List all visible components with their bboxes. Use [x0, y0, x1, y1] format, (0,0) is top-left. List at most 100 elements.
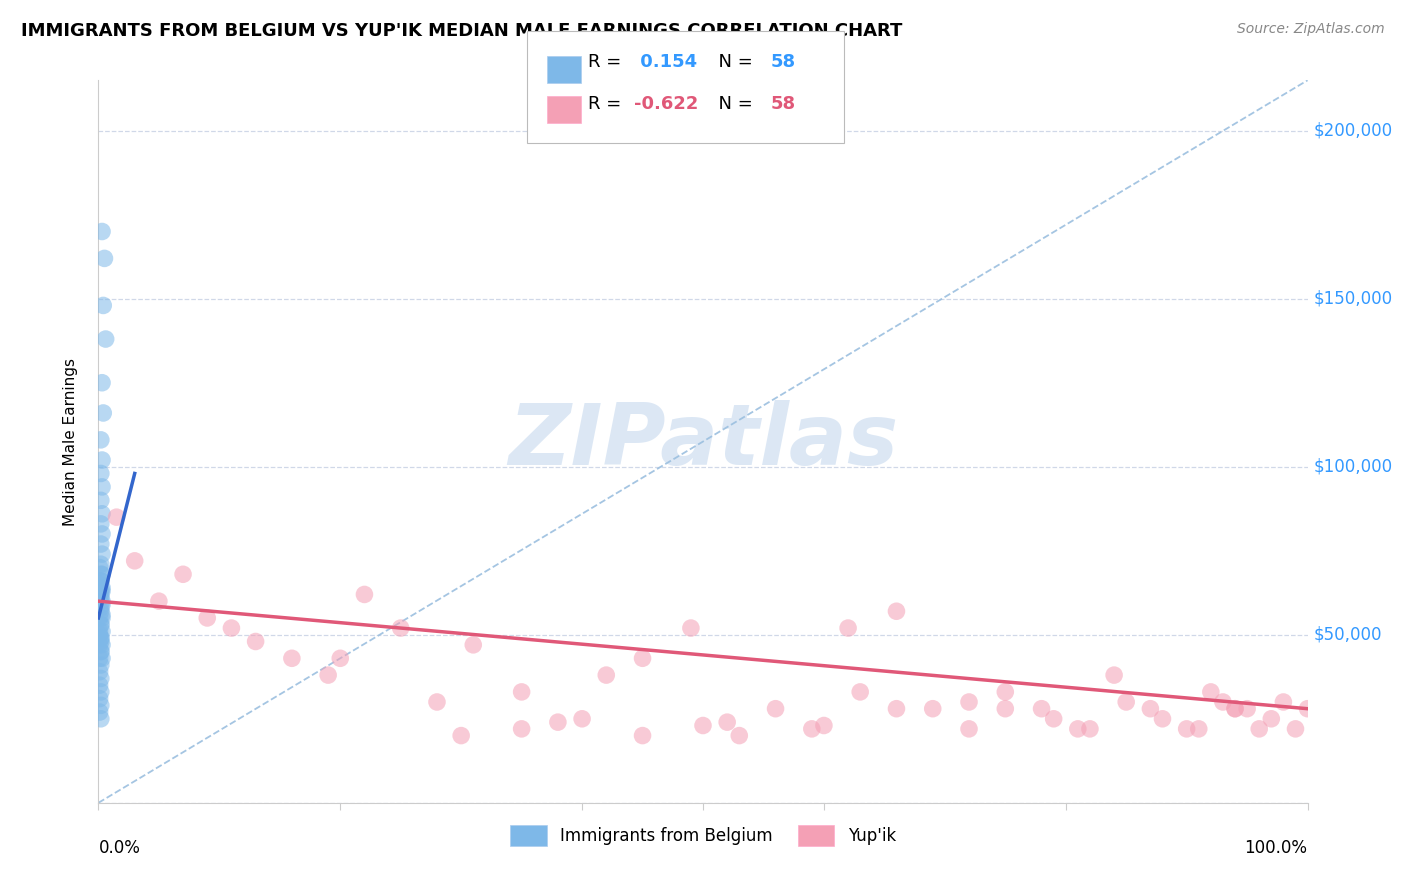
Point: [90, 591, 112, 605]
Point: [353, 587, 375, 601]
Point: [547, 715, 569, 730]
Point: [994, 685, 1017, 699]
Text: R =: R =: [588, 95, 627, 113]
Point: [1031, 702, 1053, 716]
Text: N =: N =: [707, 54, 759, 71]
Point: [813, 718, 835, 732]
Text: $200,000: $200,000: [1313, 121, 1393, 140]
Point: [1067, 722, 1090, 736]
Point: [716, 715, 738, 730]
Point: [90, 600, 112, 615]
Point: [89, 577, 111, 591]
Point: [450, 729, 472, 743]
Point: [91, 567, 114, 582]
Point: [89, 638, 111, 652]
Point: [89, 678, 111, 692]
Point: [90, 712, 112, 726]
Point: [195, 611, 218, 625]
Point: [1212, 695, 1234, 709]
Point: [1284, 722, 1306, 736]
Point: [1078, 722, 1101, 736]
Point: [90, 493, 112, 508]
Point: [91, 624, 114, 639]
Point: [728, 729, 751, 743]
Point: [90, 574, 112, 588]
Text: 100.0%: 100.0%: [1244, 838, 1308, 857]
Point: [595, 668, 617, 682]
Point: [837, 621, 859, 635]
Point: [90, 604, 112, 618]
Point: [90, 558, 112, 572]
Point: [89, 651, 111, 665]
Point: [105, 510, 128, 524]
Text: IMMIGRANTS FROM BELGIUM VS YUP'IK MEDIAN MALE EARNINGS CORRELATION CHART: IMMIGRANTS FROM BELGIUM VS YUP'IK MEDIAN…: [21, 22, 903, 40]
Point: [90, 644, 112, 658]
Point: [994, 702, 1017, 716]
Point: [1139, 702, 1161, 716]
Point: [90, 433, 112, 447]
Point: [90, 644, 112, 658]
Point: [90, 631, 112, 645]
Point: [316, 668, 339, 682]
Point: [800, 722, 823, 736]
Point: [281, 651, 304, 665]
Point: [91, 376, 114, 390]
Point: [957, 695, 980, 709]
Point: [510, 685, 533, 699]
Point: [1260, 712, 1282, 726]
Point: [1296, 702, 1319, 716]
Point: [124, 554, 146, 568]
Point: [329, 651, 352, 665]
Point: [631, 729, 654, 743]
Point: [89, 705, 111, 719]
Point: [90, 698, 112, 713]
Point: [886, 702, 908, 716]
Point: [91, 527, 114, 541]
Point: [91, 638, 114, 652]
Point: [89, 665, 111, 679]
Text: $150,000: $150,000: [1313, 290, 1393, 308]
Point: [426, 695, 449, 709]
Point: [148, 594, 170, 608]
Point: [91, 298, 114, 312]
Point: [1175, 722, 1198, 736]
Point: [90, 537, 112, 551]
Point: [886, 604, 908, 618]
Point: [90, 672, 112, 686]
Text: 0.0%: 0.0%: [98, 838, 141, 857]
Legend: Immigrants from Belgium, Yup'ik: Immigrants from Belgium, Yup'ik: [503, 819, 903, 852]
Point: [1152, 712, 1174, 726]
Point: [679, 621, 702, 635]
Point: [1272, 695, 1295, 709]
Point: [89, 628, 111, 642]
Point: [1102, 668, 1125, 682]
Point: [91, 598, 114, 612]
Point: [957, 722, 980, 736]
Point: [849, 685, 872, 699]
Point: [89, 624, 111, 639]
Point: [90, 574, 112, 588]
Point: [91, 651, 114, 665]
Point: [510, 722, 533, 736]
Point: [90, 516, 112, 531]
Point: [89, 560, 111, 574]
Point: [91, 480, 114, 494]
Point: [1223, 702, 1246, 716]
Point: [90, 658, 112, 673]
Point: [692, 718, 714, 732]
Point: [221, 621, 243, 635]
Point: [89, 611, 111, 625]
Point: [1249, 722, 1271, 736]
Point: [921, 702, 943, 716]
Point: [389, 621, 412, 635]
Point: [765, 702, 787, 716]
Point: [91, 547, 114, 561]
Text: 58: 58: [770, 95, 796, 113]
Point: [90, 617, 112, 632]
Point: [90, 567, 112, 582]
Point: [1042, 712, 1064, 726]
Point: [90, 617, 112, 632]
Point: [90, 685, 112, 699]
Point: [1115, 695, 1137, 709]
Point: [91, 225, 114, 239]
